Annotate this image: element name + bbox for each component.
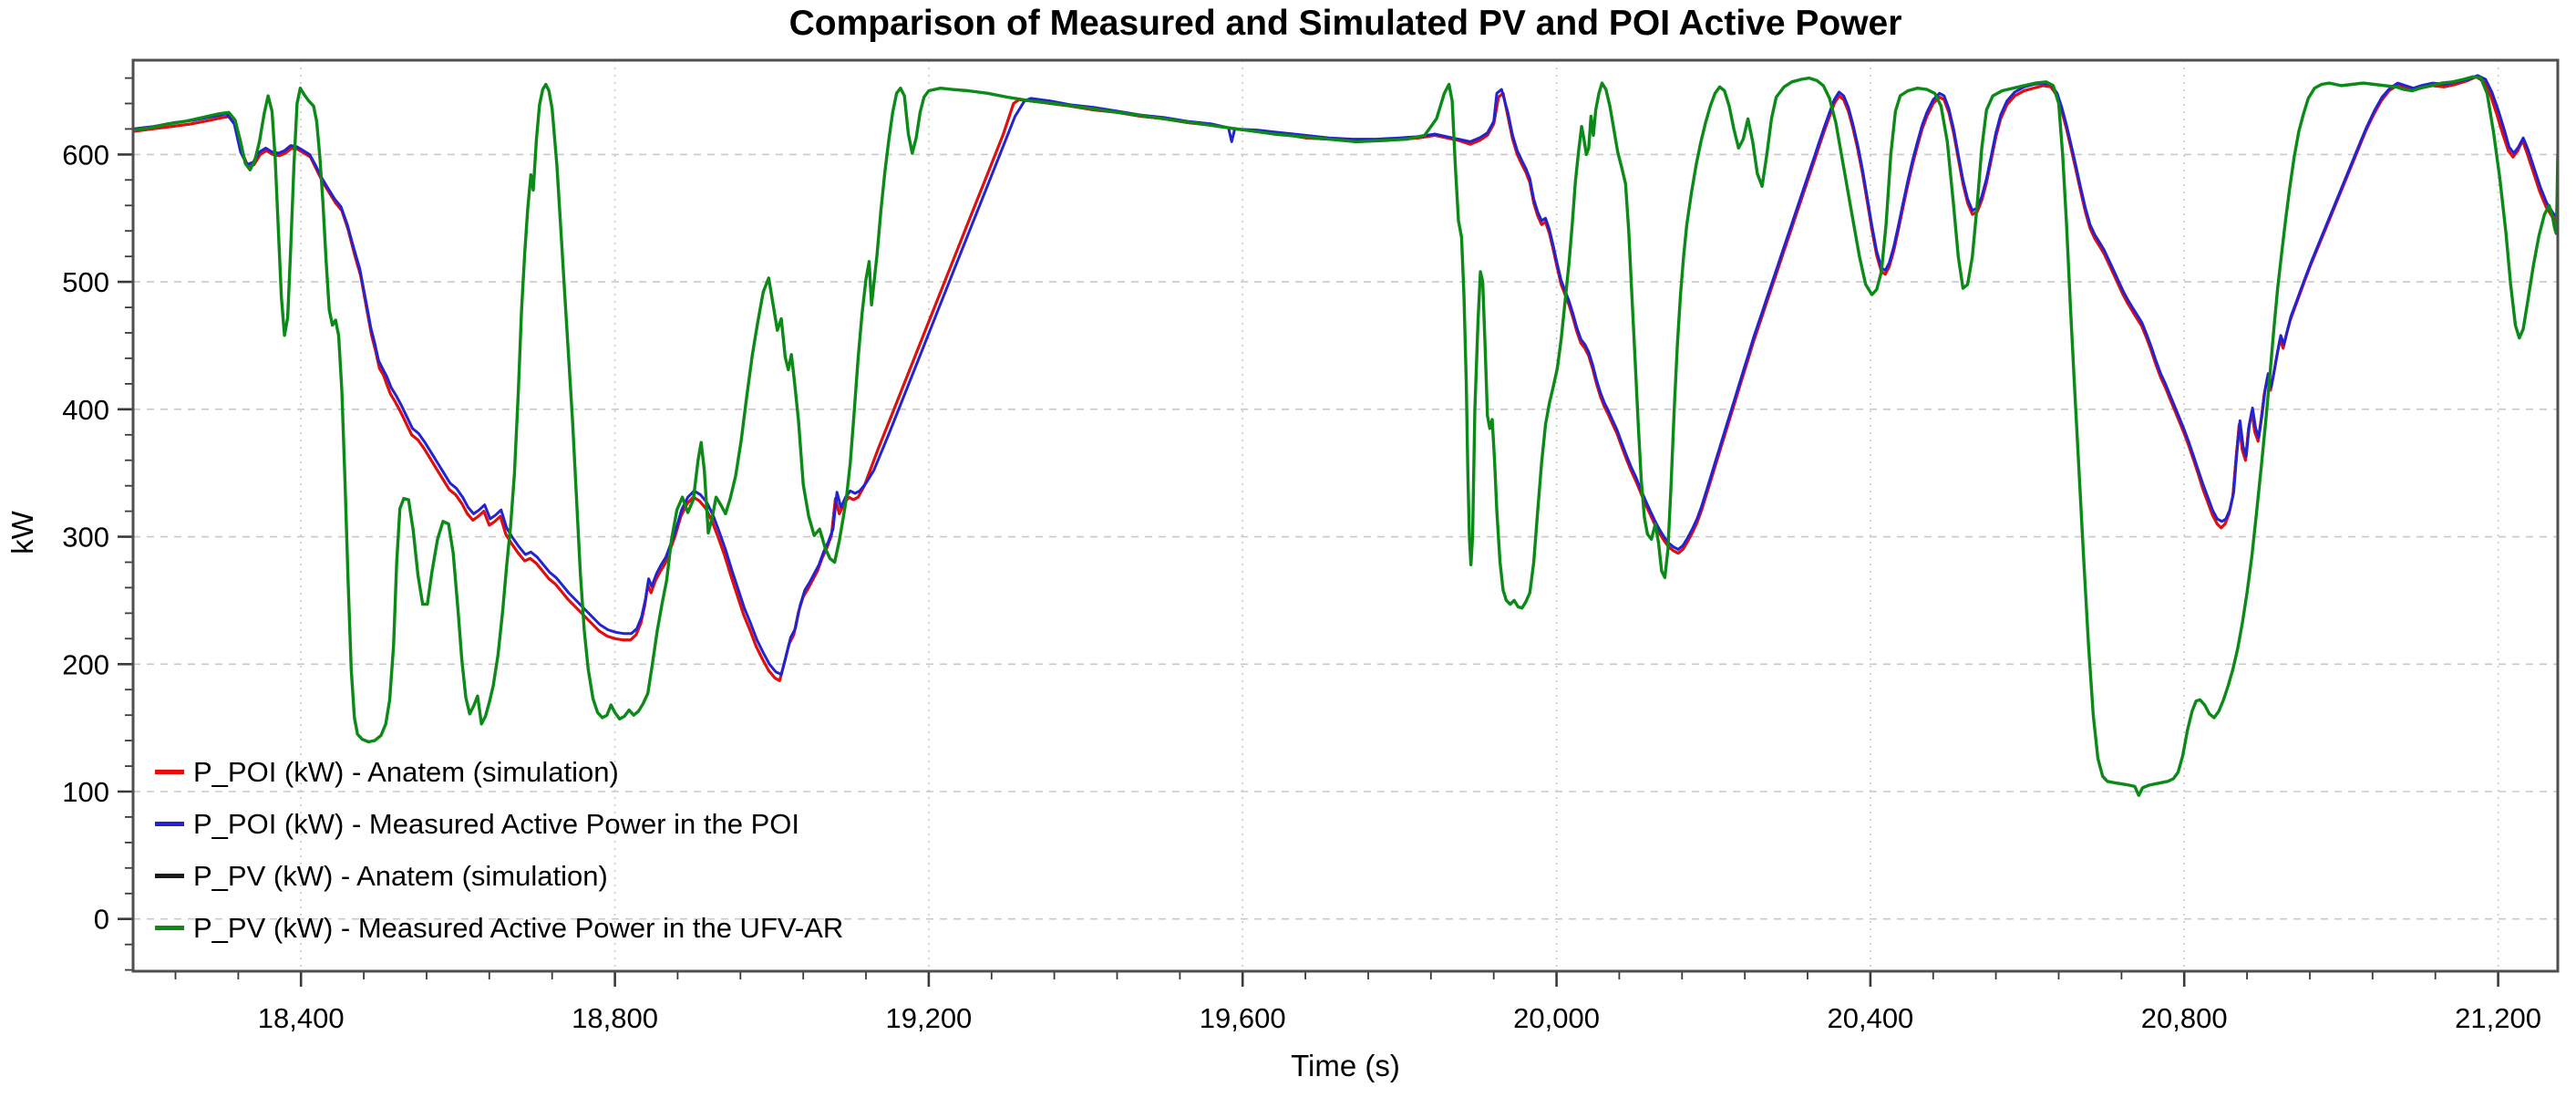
series-p_poi_meas — [133, 74, 2558, 676]
x-tick-label: 19,200 — [885, 1002, 972, 1034]
legend-label: P_PV (kW) - Measured Active Power in the… — [193, 911, 844, 944]
x-tick-label: 20,800 — [2141, 1002, 2228, 1034]
x-tick-label: 20,000 — [1513, 1002, 1600, 1034]
legend-label: P_POI (kW) - Measured Active Power in th… — [193, 807, 800, 840]
series-p_poi_sim — [133, 75, 2558, 682]
legend-color-dash — [155, 822, 184, 826]
x-tick-label: 18,400 — [258, 1002, 345, 1034]
series-p_pv_meas — [133, 75, 2558, 797]
legend-item: P_POI (kW) - Measured Active Power in th… — [155, 798, 843, 850]
y-tick-label: 300 — [62, 522, 109, 554]
legend: P_POI (kW) - Anatem (simulation) P_POI (k… — [155, 746, 843, 954]
legend-item: P_PV (kW) - Measured Active Power in the… — [155, 902, 843, 954]
x-axis-label: Time (s) — [1291, 1049, 1400, 1082]
legend-color-dash — [155, 770, 184, 774]
legend-label: P_PV (kW) - Anatem (simulation) — [193, 859, 608, 892]
y-tick-label: 0 — [94, 904, 109, 936]
y-tick-label: 600 — [62, 139, 109, 171]
series-p_pv_sim — [133, 75, 2558, 682]
y-tick-label: 100 — [62, 776, 109, 808]
legend-label: P_POI (kW) - Anatem (simulation) — [193, 755, 619, 788]
legend-item: P_PV (kW) - Anatem (simulation) — [155, 850, 843, 902]
y-tick-label: 400 — [62, 394, 109, 426]
legend-item: P_POI (kW) - Anatem (simulation) — [155, 746, 843, 798]
y-tick-label: 500 — [62, 266, 109, 298]
legend-color-dash — [155, 926, 184, 930]
chart-title: Comparison of Measured and Simulated PV … — [788, 4, 1902, 43]
x-tick-label: 19,600 — [1200, 1002, 1286, 1034]
x-tick-label: 20,400 — [1827, 1002, 1913, 1034]
y-axis-label: kW — [5, 511, 39, 554]
plot-frame — [131, 58, 2560, 973]
x-tick-label: 18,800 — [572, 1002, 658, 1034]
y-tick-label: 200 — [62, 648, 109, 680]
legend-color-dash — [155, 874, 184, 878]
x-tick-label: 21,200 — [2455, 1002, 2541, 1034]
